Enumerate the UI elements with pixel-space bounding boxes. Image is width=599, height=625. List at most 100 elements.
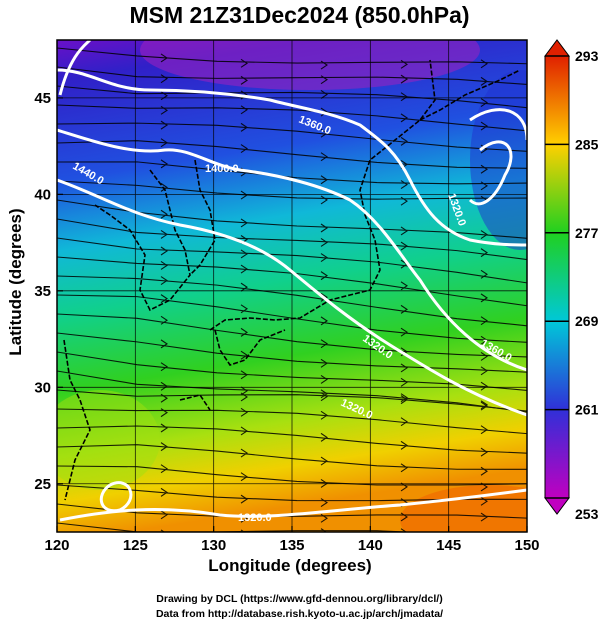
- streamline: [57, 47, 527, 65]
- streamline-arrow: [400, 417, 408, 427]
- colorbar-label: 261: [575, 402, 599, 418]
- streamline-arrow: [320, 152, 328, 162]
- streamline-arrow: [480, 351, 488, 361]
- streamline-arrow: [240, 249, 248, 259]
- y-axis-label: Latitude (degrees): [6, 208, 25, 356]
- streamline-arrow: [400, 363, 408, 373]
- streamline: [57, 140, 527, 169]
- streamline-arrow: [240, 407, 248, 417]
- streamline-arrow: [320, 271, 328, 281]
- streamline-arrow: [240, 282, 248, 292]
- y-tick-label: 40: [34, 186, 51, 203]
- streamline-arrow: [240, 218, 248, 228]
- streamline-arrow: [480, 164, 488, 174]
- streamline-arrow: [160, 408, 168, 418]
- streamline-arrow: [480, 98, 488, 108]
- credit-line-1: Drawing by DCL (https://www.gfd-dennou.o…: [156, 593, 443, 605]
- streamline-arrow: [480, 381, 488, 391]
- streamline-arrow: [320, 75, 328, 85]
- streamline: [57, 444, 527, 470]
- streamline-arrow: [160, 229, 168, 239]
- streamline-arrow: [240, 304, 248, 314]
- streamline-arrow: [480, 59, 488, 69]
- streamline-arrow: [400, 92, 408, 102]
- streamline-arrow: [320, 316, 328, 326]
- streamline-arrow: [400, 440, 408, 450]
- streamline-arrow: [400, 377, 408, 387]
- streamline-arrow: [320, 528, 328, 532]
- streamline-arrow: [240, 264, 248, 274]
- streamline-arrow: [400, 136, 408, 146]
- streamline-arrow: [240, 58, 248, 68]
- y-tick-label: 35: [34, 283, 51, 300]
- height-contours: [57, 40, 527, 522]
- streamline-arrow: [400, 482, 408, 492]
- streamline: [57, 66, 527, 86]
- streamline-arrow: [240, 75, 248, 85]
- streamline-arrow: [160, 105, 168, 115]
- colorbar-label: 285: [575, 136, 599, 152]
- streamline: [57, 122, 527, 152]
- x-axis-label: Longitude (degrees): [208, 556, 372, 575]
- streamline-arrow: [320, 410, 328, 420]
- streamline-arrow: [480, 512, 488, 522]
- streamline-arrow: [480, 335, 488, 345]
- streamline-arrow: [400, 395, 408, 405]
- streamline-arrow: [240, 472, 248, 482]
- streamline-arrow: [240, 327, 248, 337]
- streamline-arrow: [400, 180, 408, 190]
- streamline-arrow: [320, 389, 328, 399]
- streamline-arrow: [160, 182, 168, 192]
- streamline: [57, 275, 527, 327]
- streamline: [57, 503, 527, 519]
- colorbar: 253 261 269 277 285 293: [544, 39, 599, 522]
- streamline: [57, 313, 527, 358]
- streamline-arrow: [240, 90, 248, 100]
- streamline-arrow: [160, 529, 166, 532]
- streamline-arrow: [400, 74, 408, 84]
- streamline-arrow: [400, 196, 408, 206]
- streamline-arrow: [160, 159, 168, 169]
- streamline-arrow: [320, 128, 328, 138]
- streamline-arrow: [320, 292, 328, 302]
- streamline: [57, 237, 527, 284]
- streamline: [57, 180, 527, 200]
- x-axis: 120 125 130 135 140 145 150: [44, 526, 540, 554]
- streamline-arrow: [480, 466, 488, 476]
- streamline-arrow: [320, 339, 328, 349]
- streamline-arrow: [480, 366, 488, 376]
- streamline-arrow: [160, 294, 168, 304]
- contour-label: 1400.0: [205, 163, 239, 175]
- streamline-arrow: [480, 482, 488, 492]
- streamline-arrow: [240, 122, 248, 132]
- map-title: MSM 21Z31Dec2024 (850.0hPa): [129, 2, 470, 28]
- streamline-arrow: [160, 74, 168, 84]
- y-tick-label: 45: [34, 90, 51, 107]
- colorbar-label: 277: [575, 225, 599, 241]
- streamline-arrow: [400, 226, 408, 236]
- streamline-arrow: [160, 53, 168, 63]
- streamline-arrow: [160, 276, 168, 285]
- streamline: [57, 370, 527, 413]
- colorbar-label: 269: [575, 313, 599, 329]
- streamline: [57, 389, 527, 412]
- streamline-arrow: [160, 339, 168, 349]
- streamline-arrow: [160, 120, 168, 130]
- y-axis: 25 30 35 40 45: [34, 90, 63, 493]
- streamline-arrow: [320, 90, 328, 99]
- x-tick-label: 125: [123, 537, 148, 554]
- streamline-arrow: [240, 144, 248, 154]
- streamline-arrow: [320, 358, 328, 368]
- streamline-arrow: [400, 327, 408, 337]
- streamline-arrow: [400, 281, 408, 291]
- streamline-arrow: [240, 426, 248, 436]
- streamline-arrow: [400, 241, 408, 251]
- streamline: [57, 161, 527, 185]
- streamline-arrow: [240, 105, 248, 115]
- streamline: [57, 465, 527, 486]
- streamline-arrow: [320, 107, 328, 117]
- streamline-arrow: [320, 237, 328, 247]
- streamline-arrow: [160, 91, 168, 101]
- streamline-arrow: [480, 248, 488, 258]
